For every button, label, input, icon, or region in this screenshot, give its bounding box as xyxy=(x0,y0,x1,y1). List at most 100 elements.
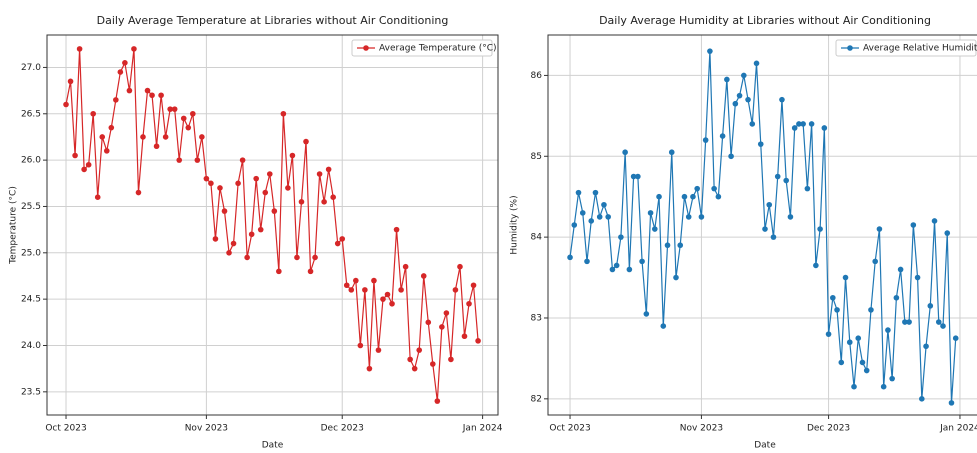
data-point xyxy=(384,291,391,298)
data-point xyxy=(81,166,87,173)
data-point xyxy=(948,400,955,406)
axes-frame xyxy=(46,34,499,416)
data-point xyxy=(298,199,305,205)
data-point xyxy=(257,226,264,233)
data-point xyxy=(681,193,688,200)
data-point xyxy=(656,193,662,200)
data-point xyxy=(171,106,178,112)
data-point xyxy=(783,177,789,184)
data-point xyxy=(571,222,578,228)
data-point xyxy=(584,258,590,265)
data-point xyxy=(834,307,840,313)
data-point xyxy=(609,266,616,273)
data-point xyxy=(248,231,255,238)
data-point xyxy=(808,121,815,127)
data-point xyxy=(927,303,934,309)
data-point xyxy=(76,46,83,52)
data-point xyxy=(103,148,110,154)
data-point xyxy=(715,193,722,200)
chart-title: Daily Average Humidity at Libraries with… xyxy=(599,14,931,27)
y-tick-label: 82 xyxy=(531,394,542,404)
data-point xyxy=(842,274,849,281)
data-point xyxy=(897,266,904,273)
data-point xyxy=(935,319,942,325)
data-point xyxy=(846,339,853,346)
legend-label: Average Relative Humidity (%) xyxy=(863,44,977,54)
y-tick-label: 23.5 xyxy=(21,387,41,397)
data-point xyxy=(745,96,751,103)
data-point xyxy=(923,343,929,350)
x-tick-label: Oct 2023 xyxy=(549,424,590,434)
data-point xyxy=(880,383,887,390)
data-point xyxy=(407,356,413,363)
legend-box xyxy=(351,39,493,57)
data-point xyxy=(724,76,730,83)
chart-title: Daily Average Temperature at Libraries w… xyxy=(97,14,449,27)
data-point xyxy=(914,274,921,281)
data-point xyxy=(72,152,78,159)
data-point xyxy=(457,263,463,270)
data-point xyxy=(753,60,760,67)
data-point xyxy=(626,266,633,273)
data-point xyxy=(448,356,454,363)
x-tick-label: Oct 2023 xyxy=(45,424,86,434)
data-point xyxy=(906,319,912,325)
data-point xyxy=(579,210,586,216)
data-point xyxy=(158,92,164,99)
y-tick-label: 27.0 xyxy=(21,63,41,73)
data-point xyxy=(303,138,309,145)
data-point xyxy=(567,254,573,261)
data-point xyxy=(851,383,857,390)
data-point xyxy=(690,193,696,200)
data-point xyxy=(711,185,717,192)
y-axis-label: Temperature (°C) xyxy=(9,186,19,265)
data-point xyxy=(588,218,595,224)
data-point xyxy=(919,396,925,402)
data-point xyxy=(398,287,404,293)
data-point xyxy=(63,101,69,108)
axes-frame xyxy=(547,34,977,416)
data-point xyxy=(343,282,350,289)
data-point xyxy=(357,342,364,349)
data-point xyxy=(271,208,278,214)
x-tick-label: Jan 2024 xyxy=(462,424,503,434)
data-point xyxy=(452,287,459,293)
data-point xyxy=(307,268,314,275)
data-point xyxy=(791,125,798,131)
data-point xyxy=(190,110,196,117)
y-tick-label: 25.5 xyxy=(21,202,41,212)
data-point xyxy=(294,254,300,261)
data-point xyxy=(389,300,395,307)
data-point xyxy=(239,157,246,163)
data-point xyxy=(893,294,900,301)
data-point xyxy=(144,87,151,94)
data-point xyxy=(889,375,895,382)
y-tick-label: 24.5 xyxy=(21,295,41,305)
data-point xyxy=(618,234,624,240)
data-point xyxy=(434,398,441,404)
data-point xyxy=(732,100,739,107)
data-point xyxy=(702,137,709,143)
data-point xyxy=(787,214,794,220)
data-point xyxy=(685,214,692,220)
data-point xyxy=(872,258,878,265)
data-point xyxy=(253,175,259,182)
data-point xyxy=(622,149,628,156)
data-point xyxy=(425,319,432,326)
data-point xyxy=(325,166,332,173)
data-point xyxy=(779,96,785,103)
data-point xyxy=(212,236,219,242)
x-tick-label: Jan 2024 xyxy=(939,424,977,434)
data-point xyxy=(762,226,768,232)
data-point xyxy=(596,214,603,220)
data-point xyxy=(348,287,355,293)
data-point xyxy=(330,194,336,200)
data-point xyxy=(235,180,241,187)
data-point xyxy=(694,185,700,192)
data-point xyxy=(592,189,599,196)
data-point xyxy=(876,226,883,232)
data-point xyxy=(122,60,128,66)
data-point xyxy=(635,173,641,180)
data-point xyxy=(944,230,951,236)
